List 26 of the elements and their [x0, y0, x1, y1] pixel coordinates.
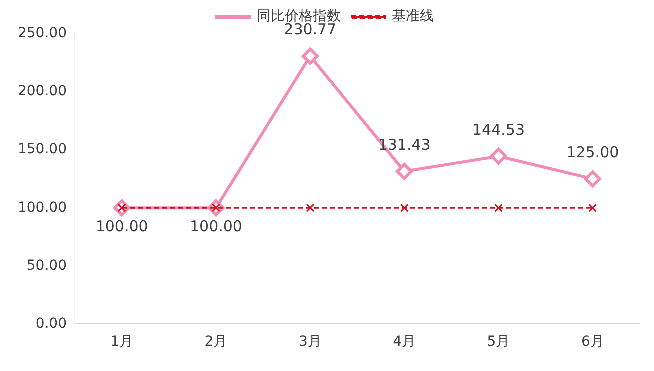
y-tick-label: 150.00	[18, 142, 67, 158]
x-tick-label: 2月	[204, 334, 228, 350]
legend-label: 基准线	[392, 8, 434, 25]
y-tick-label: 50.00	[26, 258, 67, 274]
data-label: 144.53	[472, 120, 525, 139]
point	[396, 163, 414, 180]
point	[490, 148, 508, 165]
point	[494, 204, 504, 212]
data-label: 100.00	[96, 218, 148, 236]
y-tick-label: 200.00	[18, 84, 67, 100]
x-tick-label: 4月	[393, 334, 416, 350]
x-tick-label: 3月	[298, 334, 322, 350]
x-tick-label: 6月	[581, 334, 604, 350]
point	[584, 170, 602, 188]
x-tick-label: 1月	[110, 334, 134, 350]
point	[588, 204, 598, 212]
point	[306, 204, 315, 212]
y-tick-label: 0.00	[36, 316, 67, 332]
data-label: 100.00	[190, 218, 242, 236]
data-label: 125.00	[566, 143, 620, 162]
x-tick-label: 5月	[487, 334, 510, 350]
y-tick-label: 100.00	[18, 200, 67, 216]
point	[302, 48, 319, 65]
y-tick-label: 250.00	[18, 26, 67, 42]
legend-label: 同比价格指数	[257, 8, 341, 25]
point	[400, 204, 409, 212]
